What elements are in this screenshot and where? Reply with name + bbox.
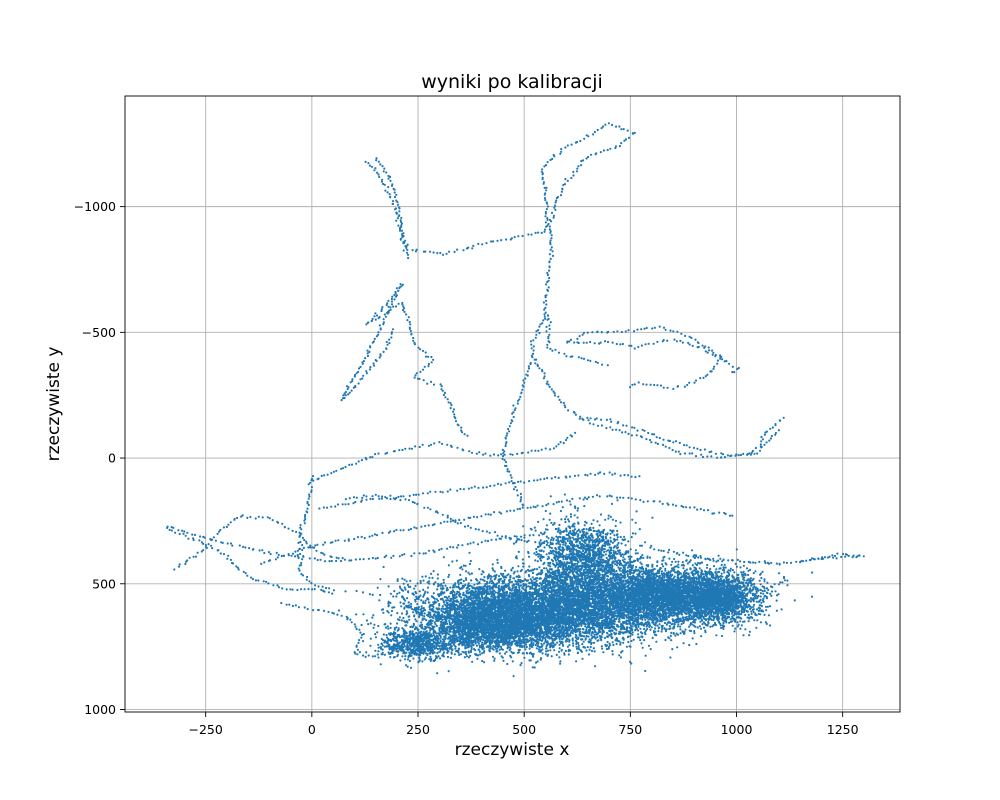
chart-title: wyniki po kalibracji <box>421 71 603 93</box>
x-tick-label: 250 <box>406 722 430 737</box>
x-tick-label: 0 <box>308 722 316 737</box>
y-tick-label: 0 <box>108 451 116 466</box>
y-tick-label: 1000 <box>84 702 116 717</box>
x-axis-label: rzeczywiste x <box>455 740 570 760</box>
x-tick-label: 750 <box>618 722 642 737</box>
x-tick-label: 500 <box>512 722 536 737</box>
x-axis: −250 0 250 500 750 1000 1250 <box>189 712 859 737</box>
y-tick-label: 500 <box>92 576 116 591</box>
y-axis-label: rzeczywiste y <box>44 347 64 462</box>
x-tick-label: 1250 <box>827 722 859 737</box>
y-tick-label: −500 <box>82 325 116 340</box>
plot-frame <box>124 95 901 713</box>
x-tick-label: 1000 <box>721 722 753 737</box>
y-axis: −1000 −500 0 500 1000 <box>74 199 125 717</box>
x-tick-label: −250 <box>189 722 223 737</box>
data-points <box>166 122 865 678</box>
scatter-points <box>166 122 865 678</box>
grid <box>125 96 900 712</box>
y-tick-label: −1000 <box>74 199 116 214</box>
